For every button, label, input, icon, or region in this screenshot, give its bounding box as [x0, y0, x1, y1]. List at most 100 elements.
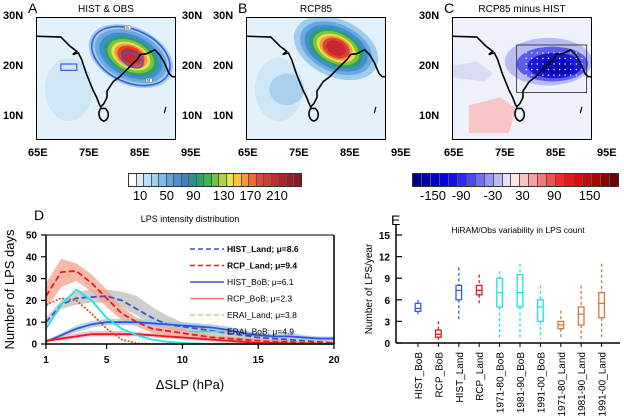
colorbar-tick-label: 30 — [515, 188, 530, 203]
colorbar-swatch — [511, 174, 521, 186]
x-tick-label: 1971-80_BoB — [496, 352, 507, 413]
colorbar-swatch — [413, 174, 422, 186]
box — [516, 273, 524, 308]
map-b — [246, 17, 386, 140]
colorbar-swatch — [219, 174, 227, 186]
map-title: RCP85 — [299, 4, 333, 15]
box — [496, 277, 504, 308]
chart-title: HiRAM/Obs variability in LPS count — [451, 225, 585, 235]
colorbar-swatch — [538, 174, 548, 186]
lon-tick-label: 95E — [181, 147, 201, 159]
colorbar-swatch — [421, 174, 431, 186]
colorbar-tick-label: -90 — [451, 188, 471, 203]
lat-tick-label: 10N — [213, 110, 234, 122]
lon-tick-label: 85E — [340, 147, 360, 159]
lat-tick-label-right: 10N — [182, 110, 203, 122]
lat-tick-label: 30N — [419, 10, 440, 22]
panel-letter-e: E — [391, 212, 401, 228]
colorbar-swatch — [493, 174, 503, 186]
colorbar-swatch — [502, 174, 512, 186]
colorbar-swatch — [166, 174, 175, 186]
colorbar-tick-label: 210 — [266, 188, 288, 203]
lat-tick-label: 20N — [3, 60, 24, 72]
map-c — [452, 17, 592, 140]
y-tick-label: 0 — [31, 340, 37, 351]
box — [577, 306, 585, 326]
colorbar-swatch — [271, 174, 280, 186]
x-tick-label: 15 — [253, 355, 265, 366]
legend-label: HIST_BoB; μ=6.1 — [227, 277, 294, 287]
x-tick-label: 1991-00_BoB — [536, 352, 547, 413]
colorbar-tick-label: 90 — [546, 188, 562, 203]
svg-text:68: 68 — [147, 78, 151, 82]
colorbar-swatch — [484, 174, 494, 186]
colorbar-swatch — [226, 174, 235, 186]
x-tick-label: 1981-90_Land — [577, 352, 588, 417]
colorbar-swatch — [204, 174, 212, 186]
box — [598, 291, 606, 319]
colorbar-tick-label: 170 — [239, 188, 262, 203]
y-tick-label: 40 — [26, 252, 38, 263]
colorbar-swatch — [609, 174, 618, 186]
lps-variability-boxplot: HiRAM/Obs variability in LPS count 0 3 6 9 12… — [364, 225, 620, 417]
y-tick-label: 15 — [379, 231, 391, 242]
colorbar-swatch — [556, 174, 566, 186]
legend-label: HIST_Land; μ=8.6 — [227, 244, 299, 254]
map-title: HIST & OBS — [78, 4, 134, 15]
colorbar-swatch — [279, 174, 287, 186]
lat-tick-label-right: 20N — [182, 60, 203, 72]
colorbar-swatch — [430, 174, 440, 186]
colorbar-tick-label: 10 — [132, 188, 148, 203]
colorbar-swatch — [457, 174, 467, 186]
colorbar-swatch — [136, 174, 145, 186]
lon-tick-label: 65E — [444, 147, 464, 159]
colorbar-swatch — [159, 174, 167, 186]
colorbar-swatch — [264, 174, 272, 186]
y-tick-label: 12 — [379, 253, 391, 264]
colorbar-tick-label: 130 — [212, 188, 235, 203]
y-tick-label: 30 — [26, 274, 38, 285]
panel-letter-a: A — [28, 0, 38, 16]
lat-tick-label: 20N — [419, 60, 440, 72]
box — [536, 299, 544, 323]
colorbar-swatch — [256, 174, 265, 186]
colorbar-swatch — [249, 174, 257, 186]
lon-tick-label: 95E — [391, 147, 411, 159]
panel-letter-c: C — [444, 0, 455, 16]
x-axis-label: ΔSLP (hPa) — [156, 377, 224, 392]
x-tick-label: 20 — [328, 355, 340, 366]
y-tick-label: 9 — [384, 274, 390, 285]
lon-tick-label: 85E — [546, 147, 566, 159]
colorbar-difference — [412, 173, 619, 187]
colorbar-swatch — [466, 174, 476, 186]
x-tick-label: 1971-80_Land — [557, 352, 568, 417]
lat-tick-label: 10N — [3, 110, 24, 122]
colorbar-swatch — [520, 174, 530, 186]
lon-tick-label: 75E — [79, 147, 99, 159]
colorbar-swatch — [144, 174, 152, 186]
x-tick-label: RCP_Land — [475, 352, 486, 401]
colorbar-swatch — [439, 174, 449, 186]
colorbar-swatch — [529, 174, 539, 186]
y-tick-label: 6 — [384, 296, 390, 307]
colorbar-tick-label: 90 — [186, 188, 201, 203]
legend-label: RCP_BoB; μ=2.3 — [227, 294, 292, 304]
colorbar-swatch — [601, 174, 610, 186]
colorbar-swatch — [592, 174, 602, 186]
colorbar-swatch — [234, 174, 242, 186]
lon-tick-label: 75E — [495, 147, 515, 159]
y-tick-label: 0 — [384, 339, 390, 350]
colorbar-swatch — [189, 174, 197, 186]
chart-title: LPS intensity distribution — [141, 214, 240, 224]
lon-tick-label: 95E — [597, 147, 617, 159]
colorbar-swatch — [181, 174, 190, 186]
colorbar-swatch — [151, 174, 160, 186]
x-tick-label: HIST_Land — [455, 352, 466, 403]
colorbar-lps-density — [128, 173, 302, 187]
colorbar-swatch — [174, 174, 182, 186]
svg-text:20: 20 — [125, 26, 129, 30]
legend-label: RCP_Land; μ=9.4 — [227, 261, 297, 271]
colorbar-swatch — [241, 174, 250, 186]
y-tick-label: 3 — [384, 317, 390, 328]
colorbar-swatch — [565, 174, 575, 186]
